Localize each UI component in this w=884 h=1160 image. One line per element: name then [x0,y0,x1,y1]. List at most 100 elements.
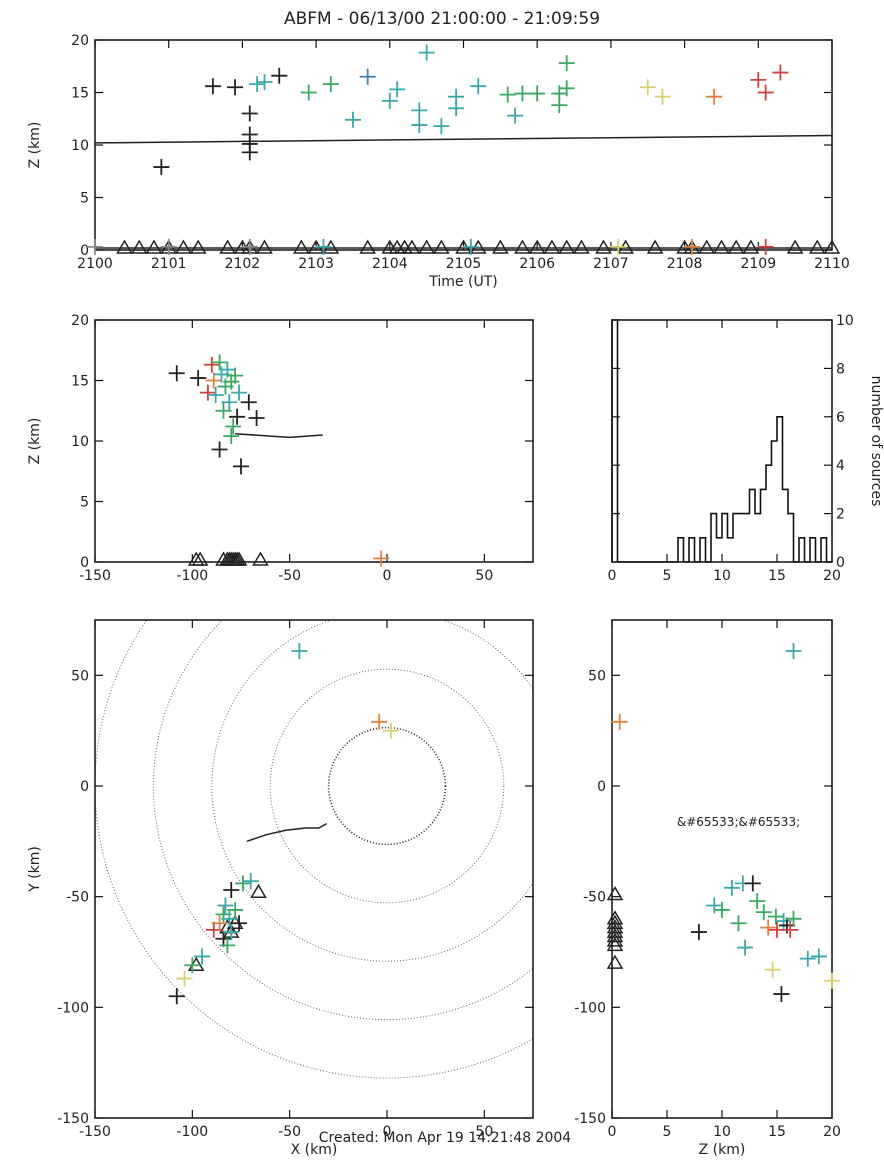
time-height-source-marker [529,85,546,102]
histogram-bar [689,538,695,562]
time-height-station-marker [727,239,745,254]
time-height-source-marker [241,135,258,152]
x-height-source-marker [231,384,248,401]
time-height-station-marker [823,239,841,254]
time-height-source-marker [153,159,170,176]
histogram-bar [739,514,745,562]
histogram-bar [717,538,723,562]
plan-view-source-marker [211,915,228,932]
time-height-station-marker [492,239,509,254]
height-y-source-marker [810,948,827,965]
time-height-source-marker [514,85,531,102]
time-height-xtick-label: 2107 [593,256,629,272]
histogram-bar [750,489,756,562]
x-height-source-marker [211,354,228,371]
height-y-source-marker [785,642,802,659]
height-y-source-marker [799,950,816,967]
height-y-source-marker [730,915,747,932]
histogram-step-line [611,319,832,563]
histogram-bar [810,538,816,562]
histogram-bar [700,538,706,562]
histogram-ytick-label: 0 [836,555,845,571]
plan-view-xtick-label: 0 [383,1124,392,1140]
histogram-bar [761,489,767,562]
x-height-source-marker [199,384,216,401]
histogram-ytick-label: 4 [836,458,845,474]
plan-view-station-marker [250,883,267,898]
x-height-frame [94,319,534,563]
time-height-source-marker [241,238,258,255]
height-y-source-marker [760,919,777,936]
height-y-xtick-label: 5 [663,1124,672,1140]
height-y-source-marker [764,961,781,978]
time-height-source-marker [558,80,575,97]
plan-view-source-marker [382,722,399,739]
plan-view-range-ring [327,726,447,846]
time-height-xtick-label: 2100 [77,256,113,272]
histogram-bar [744,514,750,562]
plan-view-xtick-label: -150 [79,1124,111,1140]
plan-view-source-marker [223,924,240,941]
x-height-source-marker [190,370,207,387]
time-height-station-marker [433,239,450,254]
x-height-ytick-label: 20 [71,313,89,329]
x-height-ytick-label: 15 [71,374,89,390]
histogram-xtick-label: 0 [608,568,617,584]
histogram-ylabel: number of sources [868,376,884,507]
time-height-xlabel: Time (UT) [428,274,497,290]
x-height-xtick-label: -50 [278,568,301,584]
time-height-xtick-label: 2104 [372,256,408,272]
time-height-station-marker [543,239,561,254]
x-height-source-marker [203,356,220,373]
x-height-source-marker [229,408,246,425]
x-height-xtick-label: 50 [475,568,493,584]
histogram-xtick-label: 10 [713,568,731,584]
plan-view-source-marker [234,875,251,892]
x-height-xtick-label: -100 [176,568,208,584]
plan-view-station-marker [187,956,205,972]
height-y-station-marker [606,954,624,969]
time-height-source-marker [249,76,266,93]
time-height-source-marker [499,86,516,103]
histogram-xtick-label: 20 [823,568,841,584]
plan-view-range-ring [269,668,505,904]
plan-view-source-marker [227,901,244,918]
plan-view-xtick-label: 50 [475,1124,493,1140]
plan-view-source-marker [184,957,201,974]
histogram-bar [799,538,805,562]
histogram-bar [788,514,794,562]
histogram-bar [783,489,789,562]
histogram-bar [766,465,772,562]
time-height-station-marker [175,239,192,254]
height-y-ytick-label: 50 [588,668,606,684]
time-height-xtick-label: 2102 [225,256,261,272]
time-height-frame [94,39,833,251]
time-height-source-marker [448,88,465,105]
height-y-source-marker [778,917,795,934]
time-height-source-marker [654,88,671,105]
x-height-ytick-label: 10 [71,434,89,450]
x-height-source-marker [227,367,244,384]
x-height-source-marker [223,428,240,445]
time-height-ytick-label: 5 [80,191,89,207]
height-y-source-marker [723,879,740,896]
plan-view-source-marker [215,930,232,947]
plan-view-source-marker [223,882,240,899]
height-y-source-marker [824,972,840,989]
time-height-xtick-label: 2101 [151,256,187,272]
plan-view-source-marker [217,897,234,914]
x-height-ytick-label: 0 [80,555,89,571]
x-height-source-marker [207,387,224,404]
histogram-bar [711,514,717,562]
height-y-source-marker [749,893,766,910]
time-height-ylabel: Z (km) [27,122,43,169]
time-height-station-marker [189,239,207,254]
histogram-bar [678,538,684,562]
time-height-source-marker [359,68,376,85]
plan-view-xlabel: X (km) [291,1142,338,1158]
time-height-source-marker [551,97,568,114]
time-height-xtick-label: 2103 [298,256,334,272]
plan-view-source-marker [231,915,248,932]
time-height-source-marker [381,92,398,109]
